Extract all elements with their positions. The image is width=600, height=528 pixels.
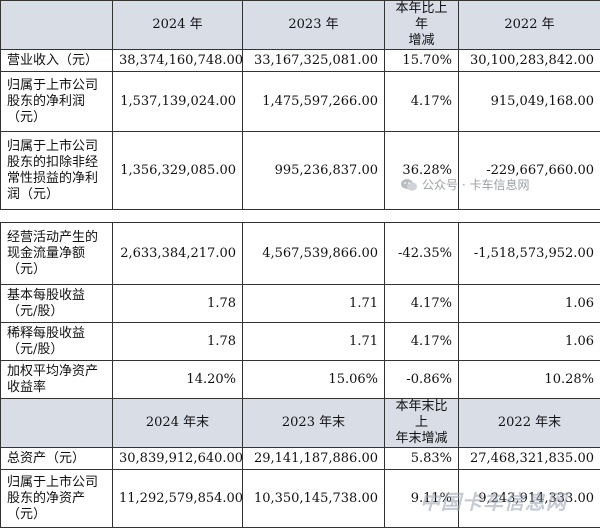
table-row: 经营活动产生的 现金流量净额 （元） 2,633,384,217.00 4,56… (1, 223, 600, 285)
cell-2024: 1.78 (113, 285, 243, 323)
table-row: 归属于上市公司 股东的净利润 （元） 1,537,139,024.00 1,47… (1, 72, 600, 132)
row-label: 营业收入（元） (1, 50, 113, 72)
table-row: 加权平均净资产 收益率 14.20% 15.06% -0.86% 10.28% (1, 361, 600, 399)
row-label: 稀释每股收益 （元/股） (1, 323, 113, 361)
table-row: 归属于上市公司 股东的扣除非经 常性损益的净利 润（元） 1,356,329,0… (1, 132, 600, 210)
cell-2024: 1,537,139,024.00 (113, 72, 243, 132)
subheader-cell-change: 本年末比上 年末增减 (385, 399, 459, 448)
table-row: 营业收入（元） 38,374,160,748.00 33,167,325,081… (1, 50, 600, 72)
header-cell-2024: 2024 年 (113, 1, 243, 50)
cell-2023: 33,167,325,081.00 (243, 50, 385, 72)
cell-2022: 27,468,321,835.00 (459, 448, 600, 470)
subheader-row: 2024 年末 2023 年末 本年末比上 年末增减 2022 年末 (1, 399, 600, 448)
row-label: 归属于上市公司 股东的净利润 （元） (1, 72, 113, 132)
cell-2024: 30,839,912,640.00 (113, 448, 243, 470)
cell-2024: 14.20% (113, 361, 243, 399)
cell-2024: 38,374,160,748.00 (113, 50, 243, 72)
row-label: 基本每股收益 （元/股） (1, 285, 113, 323)
cell-2022: 1.06 (459, 323, 600, 361)
cell-2023: 995,236,837.00 (243, 132, 385, 210)
cell-change: 36.28% (385, 132, 459, 210)
subheader-cell-2024: 2024 年末 (113, 399, 243, 448)
cell-change: -0.86% (385, 361, 459, 399)
cell-2023: 29,141,187,886.00 (243, 448, 385, 470)
cell-2023: 4,567,539,866.00 (243, 223, 385, 285)
cell-change: 5.83% (385, 448, 459, 470)
wechat-icon (400, 178, 418, 192)
table-row: 稀释每股收益 （元/股） 1.78 1.71 4.17% 1.06 (1, 323, 600, 361)
cell-2022: -229,667,660.00 (459, 132, 600, 210)
header-cell-2023: 2023 年 (243, 1, 385, 50)
cell-2024: 11,292,579,854.00 (113, 470, 243, 528)
cell-2024: 1.78 (113, 323, 243, 361)
row-label: 归属于上市公司 股东的净资产 （元） (1, 470, 113, 528)
financial-table-bottom: 经营活动产生的 现金流量净额 （元） 2,633,384,217.00 4,56… (0, 222, 600, 528)
cell-2022: 1.06 (459, 285, 600, 323)
header-row: 2024 年 2023 年 本年比上年 增减 2022 年 (1, 1, 600, 50)
cell-change: 4.17% (385, 285, 459, 323)
cell-2022: 30,100,283,842.00 (459, 50, 600, 72)
wechat-watermark: 公众号 · 卡车信息网 (400, 176, 529, 193)
row-label: 归属于上市公司 股东的扣除非经 常性损益的净利 润（元） (1, 132, 113, 210)
cell-2023: 1,475,597,266.00 (243, 72, 385, 132)
cell-2022: 10.28% (459, 361, 600, 399)
site-watermark: 中国卡车信息网 (420, 486, 567, 515)
cell-change: 4.17% (385, 72, 459, 132)
cell-2022: -1,518,573,952.00 (459, 223, 600, 285)
header-cell-change: 本年比上年 增减 (385, 1, 459, 50)
cell-change: 4.17% (385, 323, 459, 361)
subheader-cell-label (1, 399, 113, 448)
subheader-cell-2022: 2022 年末 (459, 399, 600, 448)
cell-2023: 1.71 (243, 285, 385, 323)
table-row: 基本每股收益 （元/股） 1.78 1.71 4.17% 1.06 (1, 285, 600, 323)
row-label: 总资产（元） (1, 448, 113, 470)
cell-2023: 10,350,145,738.00 (243, 470, 385, 528)
row-label: 经营活动产生的 现金流量净额 （元） (1, 223, 113, 285)
table-row: 总资产（元） 30,839,912,640.00 29,141,187,886.… (1, 448, 600, 470)
cell-2022: 915,049,168.00 (459, 72, 600, 132)
cell-2023: 1.71 (243, 323, 385, 361)
subheader-cell-2023: 2023 年末 (243, 399, 385, 448)
cell-2024: 1,356,329,085.00 (113, 132, 243, 210)
row-label: 加权平均净资产 收益率 (1, 361, 113, 399)
wechat-watermark-text: 公众号 · 卡车信息网 (422, 176, 529, 193)
cell-change: -42.35% (385, 223, 459, 285)
cell-change: 15.70% (385, 50, 459, 72)
cell-2023: 15.06% (243, 361, 385, 399)
cell-2024: 2,633,384,217.00 (113, 223, 243, 285)
header-cell-label (1, 1, 113, 50)
header-cell-2022: 2022 年 (459, 1, 600, 50)
